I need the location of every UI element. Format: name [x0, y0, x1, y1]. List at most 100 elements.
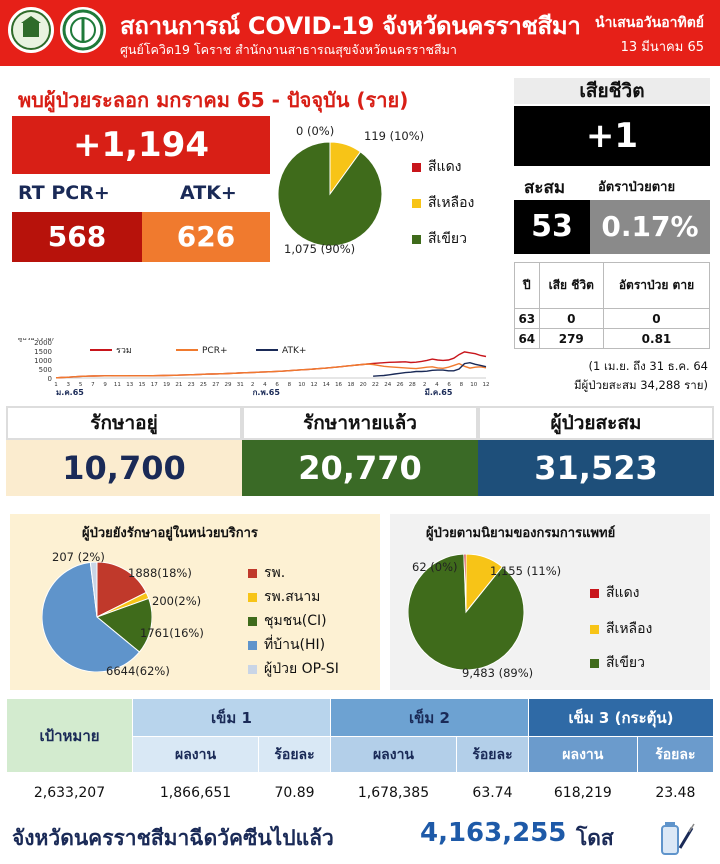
legend-label-red: สีแดง: [428, 159, 462, 175]
table-row: 2,633,207 1,866,651 70.89 1,678,385 63.7…: [6, 772, 715, 813]
x-tick-label: 19: [163, 382, 170, 388]
x-tick-label: 20: [360, 382, 367, 388]
atk-label: ATK+: [180, 182, 237, 204]
moph-logo: [60, 7, 106, 53]
vac-dose3-work: ผลงาน: [527, 736, 638, 773]
table-row: 63 0 0: [514, 308, 711, 329]
y-axis-label: ผู้ป่วย (ราย): [18, 338, 54, 342]
vac-dose2-work: ผลงาน: [329, 736, 458, 773]
series-line-2: [373, 361, 487, 377]
facility-pie: [42, 562, 152, 672]
legend-field-hospital: รพ.สนาม: [248, 586, 320, 608]
x-tick-label: 11: [114, 382, 121, 388]
facility-title: ผู้ป่วยยังรักษาอยู่ในหน่วยบริการ: [82, 526, 258, 541]
legend-yellow: สีเหลือง: [412, 192, 474, 214]
legend-label-sev-red: สีแดง: [606, 585, 640, 601]
vac-dose1-header: เข็ม 1: [132, 698, 331, 737]
pie-slice-0: [96, 562, 147, 618]
death-cum-label: สะสม: [524, 178, 566, 198]
death-label: เสียชีวิต: [514, 78, 710, 104]
rtpcr-label: RT PCR+: [18, 182, 110, 204]
legend-label-sev-yellow: สีเหลือง: [606, 621, 653, 637]
y-tick-label: 1500: [34, 348, 52, 356]
header-bar: สถานการณ์ COVID-19 จังหวัดนครราชสีมา ศูน…: [0, 0, 720, 66]
vac-dose2-pct-value: 63.74: [456, 772, 529, 813]
new-cases-pie: [278, 142, 383, 247]
x-tick-label: 22: [372, 382, 379, 388]
x-tick-label: 27: [212, 382, 219, 388]
death-cum-value: 53: [514, 200, 590, 254]
table-row: 64 279 0.81: [514, 328, 711, 349]
facility-panel: ผู้ป่วยยังรักษาอยู่ในหน่วยบริการ 207 (2%…: [10, 514, 380, 690]
legend-swatch-hospital: [248, 568, 257, 578]
legend-label-opsi: ผู้ป่วย OP-SI: [264, 661, 339, 677]
legend-red: สีแดง: [412, 156, 462, 178]
legend-label-hi: ที่บ้าน(HI): [264, 637, 326, 653]
death-note-cases: มีผู้ป่วยสะสม 34,288 ราย): [573, 378, 708, 392]
cell-year: 63: [514, 308, 540, 329]
fatality-rate-label: อัตราป่วยตาย: [598, 180, 676, 195]
x-tick-label: 8: [288, 382, 292, 388]
rtpcr-value: 568: [12, 212, 142, 262]
severity-label-yellow: 1,155 (11%): [490, 564, 562, 578]
vac-goal-value: 2,633,207: [6, 772, 133, 813]
y-tick-label: 2000: [34, 339, 52, 347]
series-line-1: [55, 362, 487, 379]
cell-deaths: 0: [538, 308, 604, 329]
pie-slice-4: [89, 562, 98, 618]
vac-dose2-header: เข็ม 2: [329, 698, 529, 737]
x-tick-label: 4: [263, 382, 267, 388]
legend-text-2: ATK+: [282, 346, 306, 356]
vac-dose3-value: 618,219: [527, 772, 638, 813]
month-label: มี.ค.65: [425, 387, 453, 396]
legend-swatch-field: [248, 592, 257, 602]
facility-label-ci: 1761(16%): [140, 626, 204, 640]
vac-dose1-pct-value: 70.89: [258, 772, 331, 813]
cell-rate: 0.81: [602, 328, 711, 349]
cell-year: 64: [514, 328, 540, 349]
month-label: ก.พ.65: [253, 388, 281, 396]
total-cases-label: ผู้ป่วยสะสม: [478, 406, 714, 440]
legend-swatch-red: [412, 162, 421, 172]
x-tick-label: 23: [188, 382, 195, 388]
x-tick-label: 7: [91, 382, 95, 388]
legend-swatch-yellow: [412, 198, 421, 208]
x-tick-label: 9: [103, 382, 107, 388]
vaccine-icon: [661, 822, 695, 855]
facility-label-field: 200(2%): [152, 594, 202, 608]
pie-slice-2: [463, 554, 467, 613]
x-tick-label: 8: [460, 382, 464, 388]
x-tick-label: 28: [409, 382, 416, 388]
y-tick-label: 0: [48, 375, 52, 383]
treating-value: 10,700: [6, 440, 242, 496]
legend-swatch-ci: [248, 616, 257, 626]
death-history-table: ปี เสีย ชีวิต อัตราป่วย ตาย 63 0 0 64 27…: [514, 262, 711, 349]
new-cases-total: +1,194: [12, 116, 270, 174]
legend-label-yellow: สีเหลือง: [428, 195, 475, 211]
legend-text-1: PCR+: [202, 346, 228, 356]
x-tick-label: 21: [175, 382, 182, 388]
x-tick-label: 3: [67, 382, 71, 388]
col-year: ปี: [514, 262, 540, 309]
death-note-period: (1 เม.ย. ถึง 31 ธ.ค. 64: [588, 359, 708, 373]
vac-dose3-pct: ร้อยละ: [636, 736, 715, 773]
legend-hospital: รพ.: [248, 562, 285, 584]
legend-hi: ที่บ้าน(HI): [248, 634, 325, 656]
page-subtitle: ศูนย์โควิด19 โคราช สำนักงานสาธารณสุขจังห…: [120, 42, 457, 57]
legend-sev-green: สีเขียว: [590, 652, 645, 674]
x-tick-label: 26: [397, 382, 404, 388]
x-tick-label: 12: [311, 382, 318, 388]
vac-dose3-pct-value: 23.48: [636, 772, 715, 813]
x-tick-label: 10: [298, 382, 305, 388]
x-tick-label: 2: [251, 382, 255, 388]
legend-label-hospital: รพ.: [264, 565, 286, 581]
x-tick-label: 16: [335, 382, 342, 388]
legend-swatch-sev-green: [590, 658, 599, 668]
page-title: สถานการณ์ COVID-19 จังหวัดนครราชสีมา: [120, 12, 581, 40]
legend-label-field: รพ.สนาม: [264, 589, 321, 605]
legend-label-ci: ชุมชน(CI): [264, 613, 327, 629]
legend-label-green: สีเขียว: [428, 231, 467, 247]
legend-swatch-sev-yellow: [590, 624, 599, 634]
pie-slice-1: [278, 142, 383, 247]
